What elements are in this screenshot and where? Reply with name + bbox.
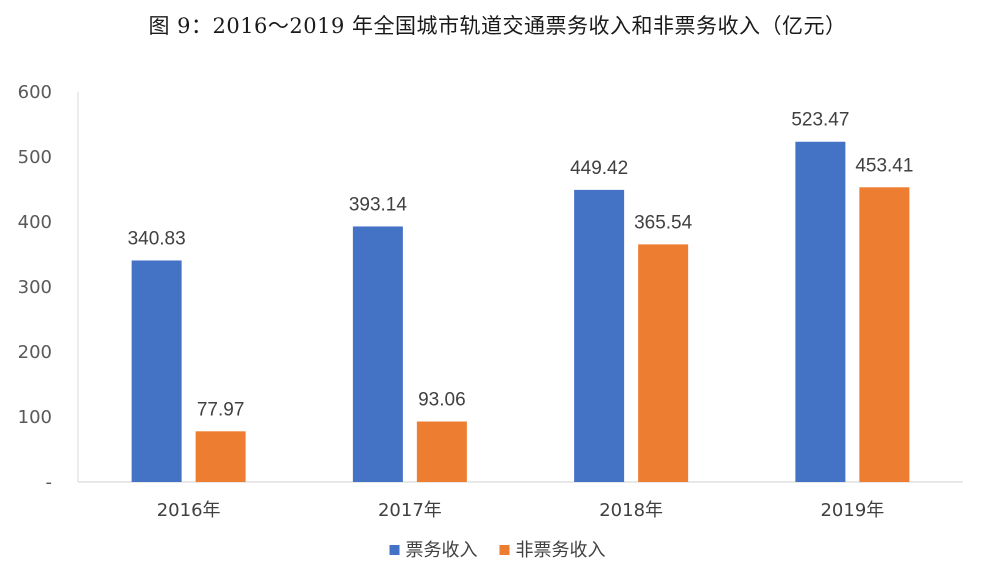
y-tick-label: -	[46, 472, 53, 493]
legend-label: 非票务收入	[516, 540, 606, 561]
legend-item: 非票务收入	[499, 540, 606, 561]
y-tick-label: 400	[18, 212, 52, 233]
bar-ticket-revenue	[795, 141, 846, 482]
bars	[131, 141, 910, 482]
bar-ticket-revenue	[574, 189, 625, 482]
y-axis: - 100 200 300 400 500 600	[18, 82, 79, 493]
bar-ticket-revenue	[352, 226, 403, 482]
x-axis: 2016年 2017年 2018年 2019年	[78, 481, 963, 521]
x-category-label: 2019年	[820, 500, 884, 521]
bar-non-ticket-revenue	[859, 187, 910, 482]
bar-non-ticket-revenue	[195, 431, 246, 482]
y-tick-label: 200	[18, 342, 52, 363]
data-label: 340.83	[128, 228, 186, 249]
bar-ticket-revenue	[131, 260, 182, 482]
bar-non-ticket-revenue	[416, 421, 467, 482]
y-tick-label: 600	[18, 82, 52, 103]
y-tick-label: 100	[18, 407, 52, 428]
y-tick-label: 300	[18, 277, 52, 298]
chart-title: 图 9：2016～2019 年全国城市轨道交通票务收入和非票务收入（亿元）	[148, 14, 847, 38]
data-label: 393.14	[349, 194, 408, 215]
data-labels: 340.83 77.97 393.14 93.06 449.42 365.54 523.47…	[128, 110, 914, 421]
y-tick-label: 500	[18, 147, 52, 168]
legend-swatch	[389, 545, 400, 555]
x-category-label: 2017年	[378, 500, 442, 521]
data-label: 523.47	[791, 110, 849, 131]
bar-non-ticket-revenue	[638, 244, 689, 482]
legend-swatch	[499, 545, 510, 555]
data-label: 93.06	[418, 390, 466, 411]
data-label: 365.54	[634, 212, 693, 233]
data-label: 449.42	[570, 158, 628, 179]
legend-item: 票务收入	[389, 540, 478, 561]
data-label: 77.97	[197, 399, 245, 420]
data-label: 453.41	[855, 155, 913, 176]
x-category-label: 2016年	[157, 500, 221, 521]
x-category-label: 2018年	[599, 500, 663, 521]
legend: 票务收入 非票务收入	[389, 540, 606, 561]
legend-label: 票务收入	[406, 540, 478, 561]
